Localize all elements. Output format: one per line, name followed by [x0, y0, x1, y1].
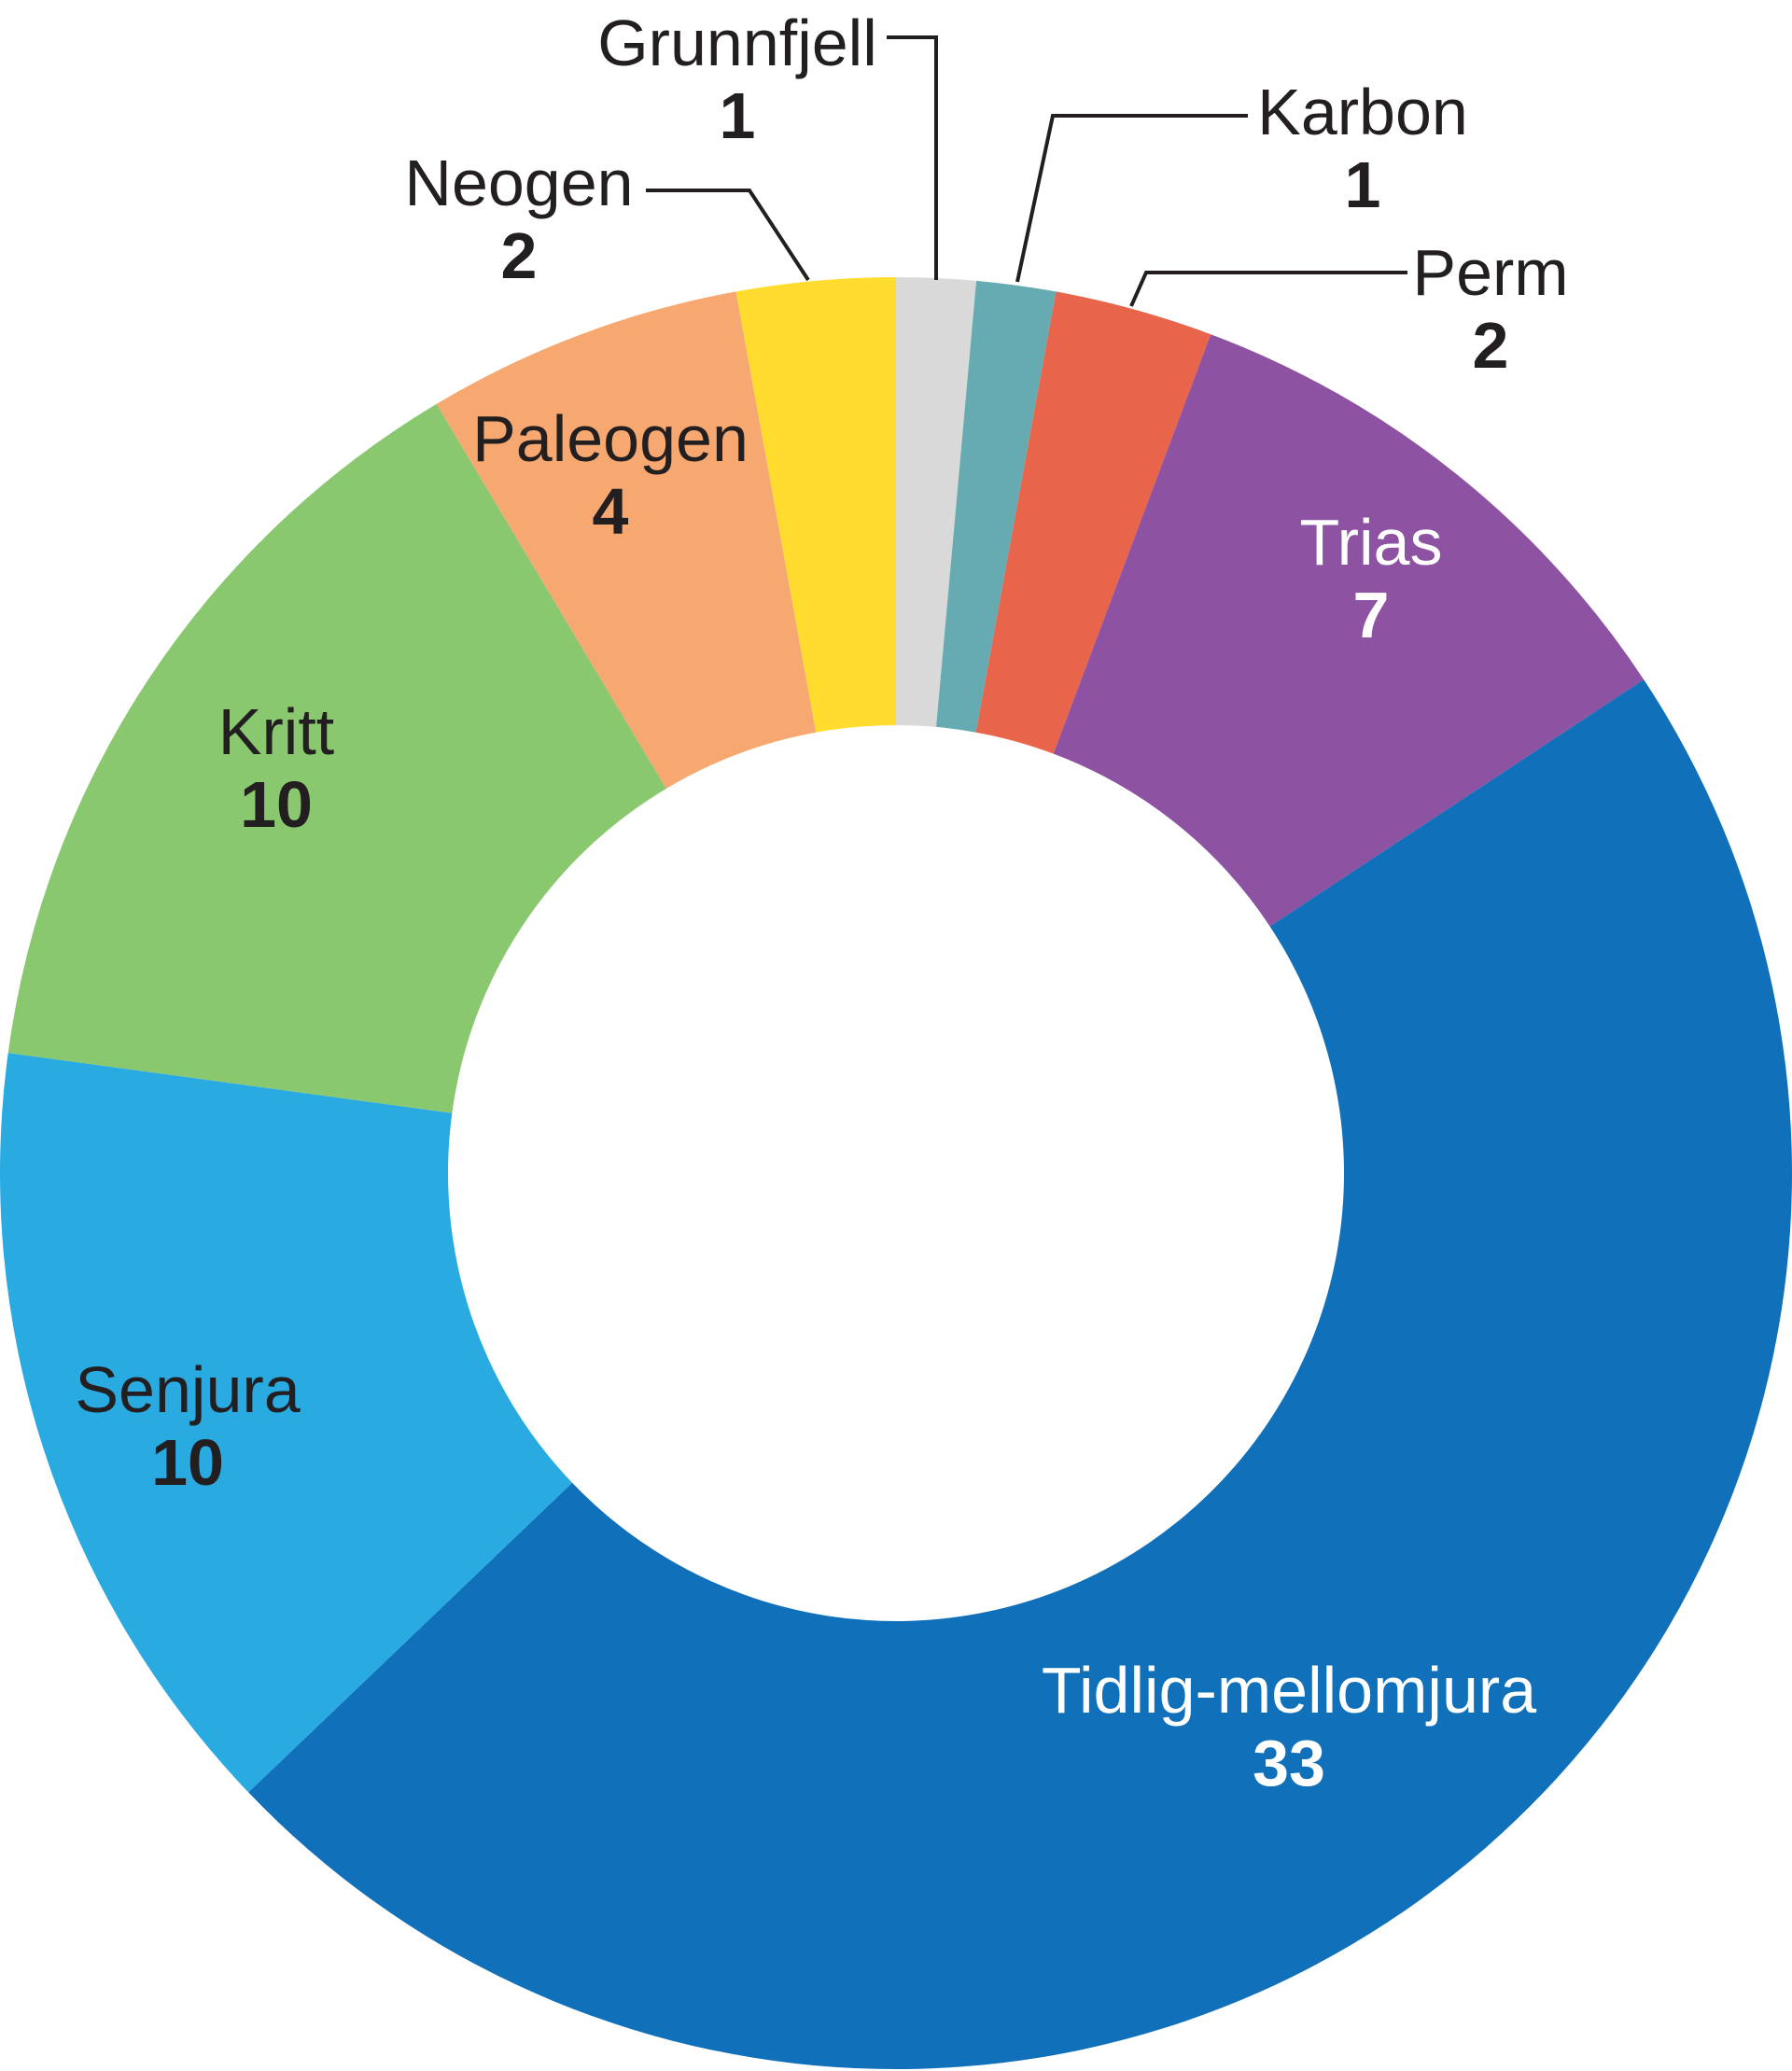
slice-tidlig-mellomjura	[248, 679, 1792, 2069]
slices-group	[0, 277, 1792, 2069]
slice-paleogen	[436, 291, 817, 789]
slice-label-kritt: Kritt	[218, 695, 334, 768]
slice-label-neogen: Neogen	[404, 147, 633, 219]
slice-value-kritt: 10	[240, 768, 313, 841]
leader-line-karbon	[1015, 114, 1248, 283]
slice-label-perm: Perm	[1412, 236, 1568, 309]
slice-value-senjura: 10	[151, 1426, 224, 1499]
slice-label-karbon: Karbon	[1257, 76, 1468, 148]
slice-label-grunnfjell: Grunnfjell	[597, 7, 877, 79]
leader-line-perm	[1129, 271, 1407, 307]
slice-label-tidlig-mellomjura: Tidlig-mellomjura	[1042, 1654, 1536, 1727]
slice-perm	[975, 291, 1211, 754]
slice-grunnfjell	[896, 277, 977, 727]
slice-value-trias: 7	[1353, 579, 1390, 651]
slice-value-paleogen: 4	[593, 475, 629, 548]
leader-lines-group	[646, 35, 1407, 307]
slice-label-paleogen: Paleogen	[472, 402, 749, 475]
slice-senjura	[0, 1053, 573, 1793]
slice-value-grunnfjell: 1	[720, 79, 756, 152]
slice-neogen	[735, 277, 896, 733]
slice-value-tidlig-mellomjura: 33	[1253, 1727, 1325, 1799]
slice-value-neogen: 2	[501, 219, 538, 292]
slice-kritt	[7, 403, 666, 1113]
leader-line-grunnfjell	[887, 35, 938, 280]
slice-value-perm: 2	[1473, 309, 1509, 382]
slice-label-trias: Trias	[1300, 506, 1443, 579]
leader-line-neogen	[646, 189, 810, 282]
slice-karbon	[936, 280, 1057, 733]
slice-value-karbon: 1	[1345, 148, 1381, 221]
slice-trias	[1053, 334, 1645, 927]
slice-label-senjura: Senjura	[75, 1353, 300, 1426]
